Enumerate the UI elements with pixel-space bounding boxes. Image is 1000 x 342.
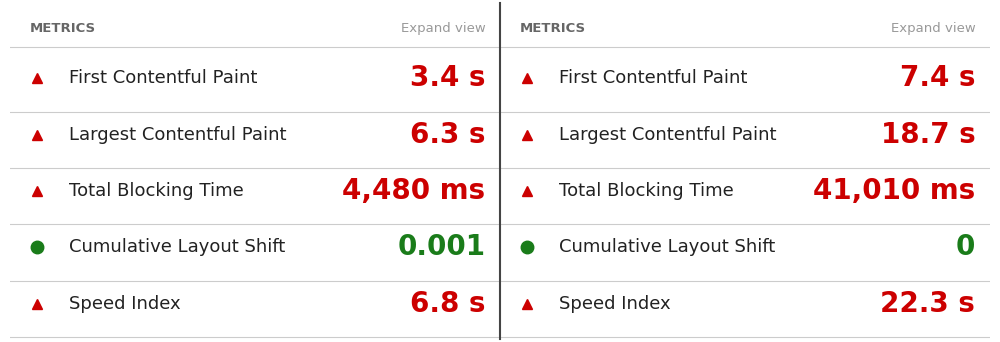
Text: Cumulative Layout Shift: Cumulative Layout Shift — [69, 238, 285, 256]
Text: Speed Index: Speed Index — [559, 295, 670, 313]
Text: 18.7 s: 18.7 s — [881, 121, 975, 149]
Text: Total Blocking Time: Total Blocking Time — [559, 182, 734, 200]
Text: 0.001: 0.001 — [397, 234, 485, 261]
Text: METRICS: METRICS — [520, 22, 586, 35]
Text: Expand view: Expand view — [891, 22, 975, 35]
Text: 6.3 s: 6.3 s — [410, 121, 485, 149]
Text: 41,010 ms: 41,010 ms — [813, 177, 975, 205]
Text: 3.4 s: 3.4 s — [410, 65, 485, 92]
Text: 7.4 s: 7.4 s — [900, 65, 975, 92]
Text: 22.3 s: 22.3 s — [880, 290, 975, 318]
Text: Cumulative Layout Shift: Cumulative Layout Shift — [559, 238, 775, 256]
Text: 4,480 ms: 4,480 ms — [342, 177, 485, 205]
Text: Total Blocking Time: Total Blocking Time — [69, 182, 244, 200]
Text: Largest Contentful Paint: Largest Contentful Paint — [69, 126, 286, 144]
Text: First Contentful Paint: First Contentful Paint — [559, 69, 747, 88]
Text: Speed Index: Speed Index — [69, 295, 180, 313]
Text: First Contentful Paint: First Contentful Paint — [69, 69, 257, 88]
Text: METRICS: METRICS — [30, 22, 96, 35]
Text: 0: 0 — [956, 234, 975, 261]
Text: Expand view: Expand view — [401, 22, 485, 35]
Text: Largest Contentful Paint: Largest Contentful Paint — [559, 126, 776, 144]
Text: 6.8 s: 6.8 s — [410, 290, 485, 318]
